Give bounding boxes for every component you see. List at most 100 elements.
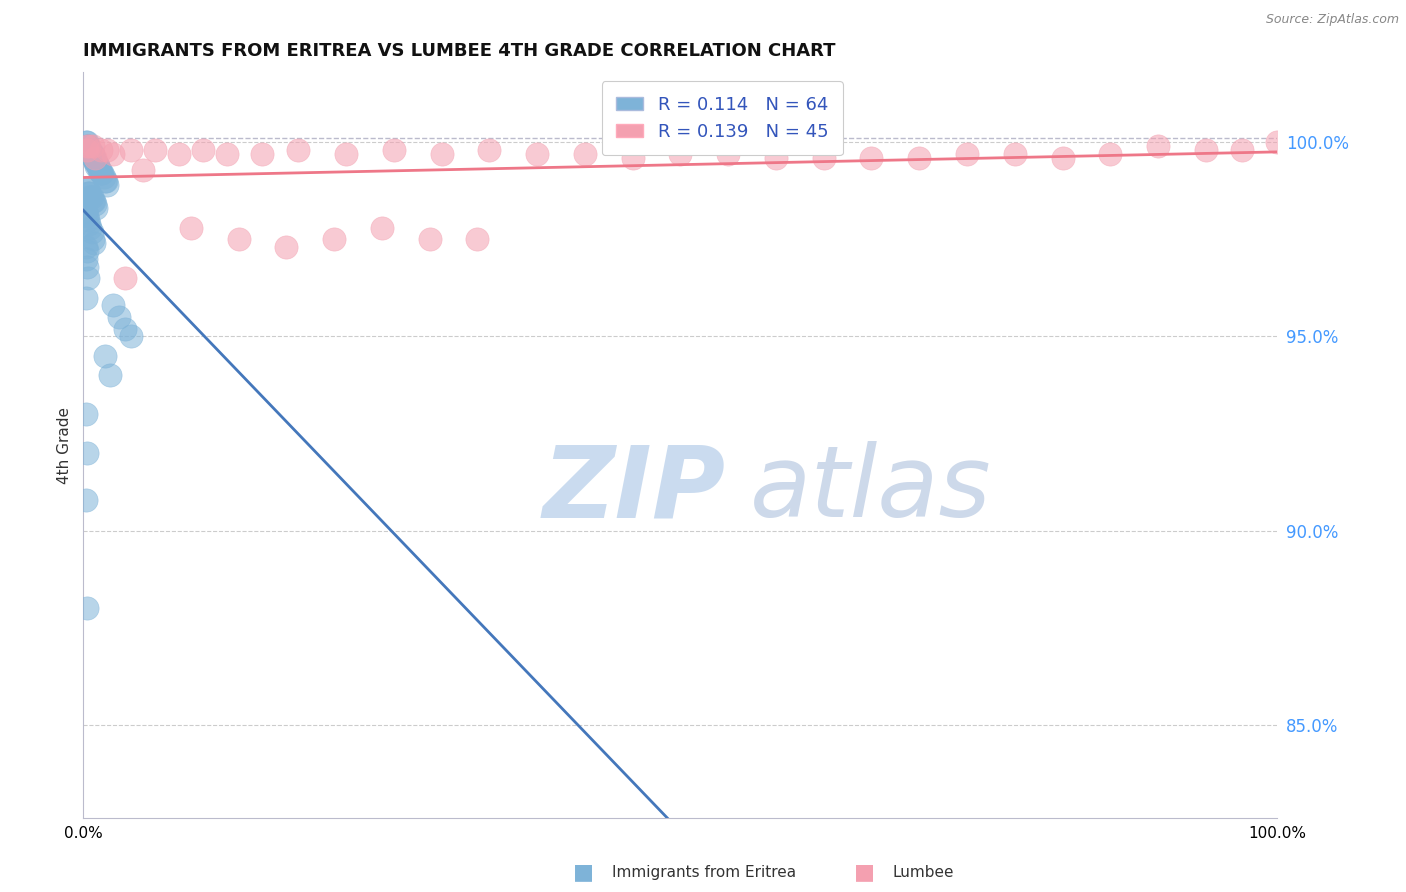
Point [180, 220, 202, 235]
Point [252, 147, 274, 161]
Point [76, 136, 98, 150]
Point [765, 151, 787, 165]
Point [79, 147, 101, 161]
Point [75, 136, 97, 150]
Point [94, 349, 117, 363]
Point [382, 143, 405, 157]
Point [132, 162, 155, 177]
Point [76, 260, 98, 274]
Point [76, 601, 98, 615]
Point [1099, 147, 1122, 161]
Point [77, 271, 100, 285]
Point [90, 166, 112, 180]
Point [77, 139, 100, 153]
Point [87, 162, 110, 177]
Text: Lumbee: Lumbee [893, 865, 955, 880]
Point [80, 147, 103, 161]
Point [93, 170, 115, 185]
Point [669, 147, 692, 161]
Point [77, 139, 100, 153]
Point [83, 236, 105, 251]
Point [1267, 136, 1289, 150]
Point [89, 162, 111, 177]
Point [83, 151, 105, 165]
Text: ■: ■ [855, 863, 875, 882]
Point [91, 166, 114, 180]
Point [76, 446, 98, 460]
Point [467, 232, 489, 246]
Point [75, 252, 97, 266]
Point [84, 151, 107, 165]
Point [1230, 143, 1253, 157]
Point [371, 220, 394, 235]
Point [77, 186, 100, 200]
Point [120, 329, 142, 343]
Point [86, 159, 108, 173]
Point [77, 186, 100, 200]
Point [860, 151, 883, 165]
Point [80, 190, 103, 204]
Point [86, 202, 108, 216]
Point [94, 174, 117, 188]
Point [76, 182, 98, 196]
Point [77, 143, 100, 157]
Point [82, 139, 104, 153]
Point [84, 154, 107, 169]
Point [76, 209, 98, 223]
Point [84, 154, 107, 169]
Point [191, 143, 214, 157]
Point [1195, 143, 1218, 157]
Text: Source: ZipAtlas.com: Source: ZipAtlas.com [1265, 13, 1399, 27]
Point [956, 147, 979, 161]
Point [76, 139, 98, 153]
Point [76, 244, 98, 258]
Point [79, 143, 101, 157]
Point [75, 291, 97, 305]
Point [120, 143, 142, 157]
Point [143, 143, 166, 157]
Point [94, 174, 117, 188]
Point [75, 182, 97, 196]
Point [76, 139, 98, 153]
Point [101, 298, 124, 312]
Point [108, 310, 131, 324]
Point [98, 368, 121, 383]
Point [1052, 151, 1074, 165]
Point [96, 178, 118, 192]
Point [114, 271, 136, 285]
Point [80, 147, 103, 161]
Text: IMMIGRANTS FROM ERITREA VS LUMBEE 4TH GRADE CORRELATION CHART: IMMIGRANTS FROM ERITREA VS LUMBEE 4TH GR… [83, 42, 835, 60]
Point [1004, 147, 1026, 161]
Point [167, 147, 190, 161]
Point [717, 147, 740, 161]
Point [80, 225, 103, 239]
Point [90, 143, 112, 157]
Point [96, 143, 118, 157]
Point [621, 151, 644, 165]
Point [574, 147, 596, 161]
Point [90, 166, 112, 180]
Point [287, 143, 309, 157]
Point [75, 205, 97, 219]
Point [114, 322, 136, 336]
Point [1147, 139, 1170, 153]
Point [82, 232, 104, 246]
Text: ■: ■ [574, 863, 593, 882]
Point [276, 240, 298, 254]
Point [76, 143, 98, 157]
Point [908, 151, 931, 165]
Point [79, 220, 101, 235]
Text: atlas: atlas [749, 442, 991, 539]
Point [79, 190, 101, 204]
Text: ZIP: ZIP [543, 442, 725, 539]
Point [419, 232, 441, 246]
Point [77, 139, 100, 153]
Point [335, 147, 357, 161]
Point [77, 217, 100, 231]
Point [82, 147, 104, 161]
Point [86, 159, 108, 173]
Point [75, 492, 97, 507]
Point [86, 159, 108, 173]
Point [82, 151, 104, 165]
Point [75, 407, 97, 421]
